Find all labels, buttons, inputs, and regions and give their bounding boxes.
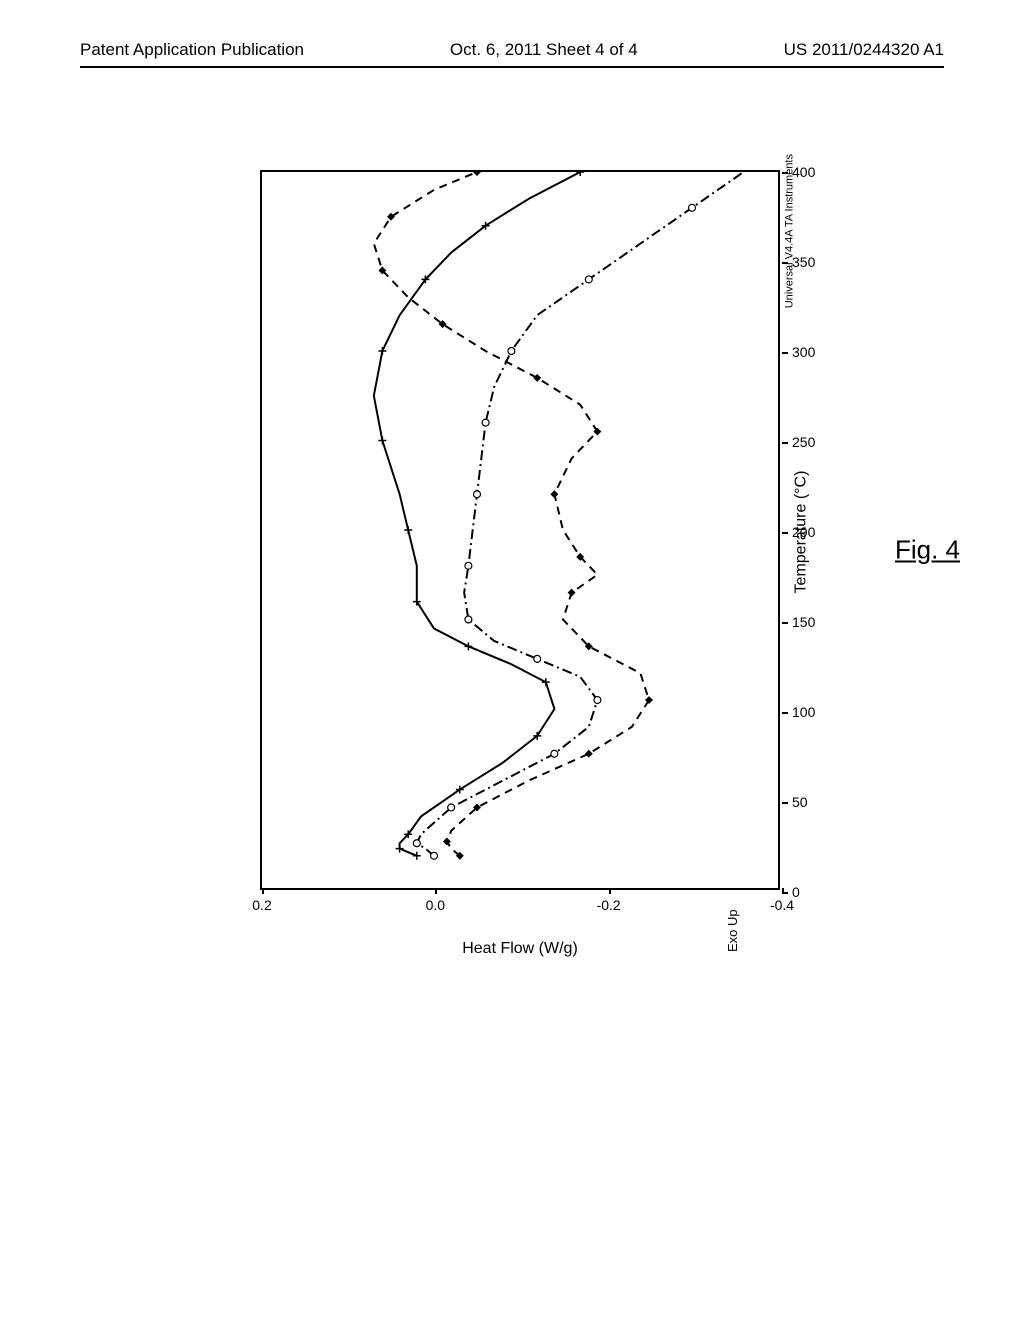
heatflow-tick: -0.2 bbox=[597, 897, 621, 913]
curve-solid-marker bbox=[404, 526, 412, 534]
curve-dashdot-marker bbox=[431, 852, 438, 859]
curve-dashdot-marker bbox=[474, 491, 481, 498]
curve-solid bbox=[374, 172, 580, 856]
temperature-tick: 400 bbox=[792, 164, 815, 180]
chart-plot-box: -0.4-0.20.00.2050100150200250300350400 T… bbox=[260, 170, 780, 890]
temperature-tick: 150 bbox=[792, 614, 815, 630]
curve-dashdot-marker bbox=[482, 419, 489, 426]
curve-solid-marker bbox=[542, 678, 550, 686]
curve-dashdot-marker bbox=[585, 276, 592, 283]
curve-dashdot-marker bbox=[594, 697, 601, 704]
temperature-tick: 0 bbox=[792, 884, 800, 900]
chart-svg bbox=[262, 172, 778, 888]
curve-solid-marker bbox=[413, 852, 421, 860]
header-center: Oct. 6, 2011 Sheet 4 of 4 bbox=[450, 40, 638, 60]
curve-dashed-marker bbox=[473, 172, 481, 176]
curve-dashdot-marker bbox=[508, 348, 515, 355]
curve-dashdot-marker bbox=[448, 804, 455, 811]
chart-axes: -0.4-0.20.00.2050100150200250300350400 bbox=[260, 172, 778, 890]
curve-solid-marker bbox=[378, 347, 386, 355]
curve-dashed-marker bbox=[550, 490, 558, 498]
figure-area: Heat Flow (W/g) -0.4-0.20.00.20501001502… bbox=[190, 170, 830, 930]
heatflow-tick: -0.4 bbox=[770, 897, 794, 913]
curve-dashdot-marker bbox=[465, 562, 472, 569]
curve-dashed bbox=[374, 172, 649, 856]
curve-dashdot bbox=[417, 172, 744, 856]
curve-dashdot-marker bbox=[413, 840, 420, 847]
x-axis-label: Temperature (°C) bbox=[793, 471, 811, 594]
y-axis-label: Heat Flow (W/g) bbox=[462, 940, 578, 958]
instrument-note: Universal V4.4A TA Instruments bbox=[783, 154, 795, 308]
temperature-tick: 350 bbox=[792, 254, 815, 270]
exo-up-note: Exo Up bbox=[725, 909, 740, 952]
curve-solid-marker bbox=[396, 845, 404, 853]
curve-dashdot-marker bbox=[534, 655, 541, 662]
curve-solid-marker bbox=[464, 642, 472, 650]
temperature-tick: 300 bbox=[792, 344, 815, 360]
temperature-tick: 250 bbox=[792, 434, 815, 450]
curve-dashed-marker bbox=[533, 374, 541, 382]
curve-dashdot-marker bbox=[465, 616, 472, 623]
patent-page: Patent Application Publication Oct. 6, 2… bbox=[0, 0, 1024, 1320]
heatflow-tick: 0.0 bbox=[426, 897, 445, 913]
curve-dashed-marker bbox=[585, 750, 593, 758]
page-header: Patent Application Publication Oct. 6, 2… bbox=[80, 40, 944, 68]
header-left: Patent Application Publication bbox=[80, 40, 304, 60]
temperature-tick: 100 bbox=[792, 704, 815, 720]
temperature-tick: 50 bbox=[792, 794, 808, 810]
figure-caption: Fig. 4 bbox=[895, 535, 960, 566]
curve-dashdot-marker bbox=[551, 750, 558, 757]
curve-dashdot-marker bbox=[689, 204, 696, 211]
curve-solid-marker bbox=[378, 437, 386, 445]
heatflow-tick: 0.2 bbox=[252, 897, 271, 913]
header-right: US 2011/0244320 A1 bbox=[784, 40, 944, 60]
curve-dashed-marker bbox=[568, 589, 576, 597]
